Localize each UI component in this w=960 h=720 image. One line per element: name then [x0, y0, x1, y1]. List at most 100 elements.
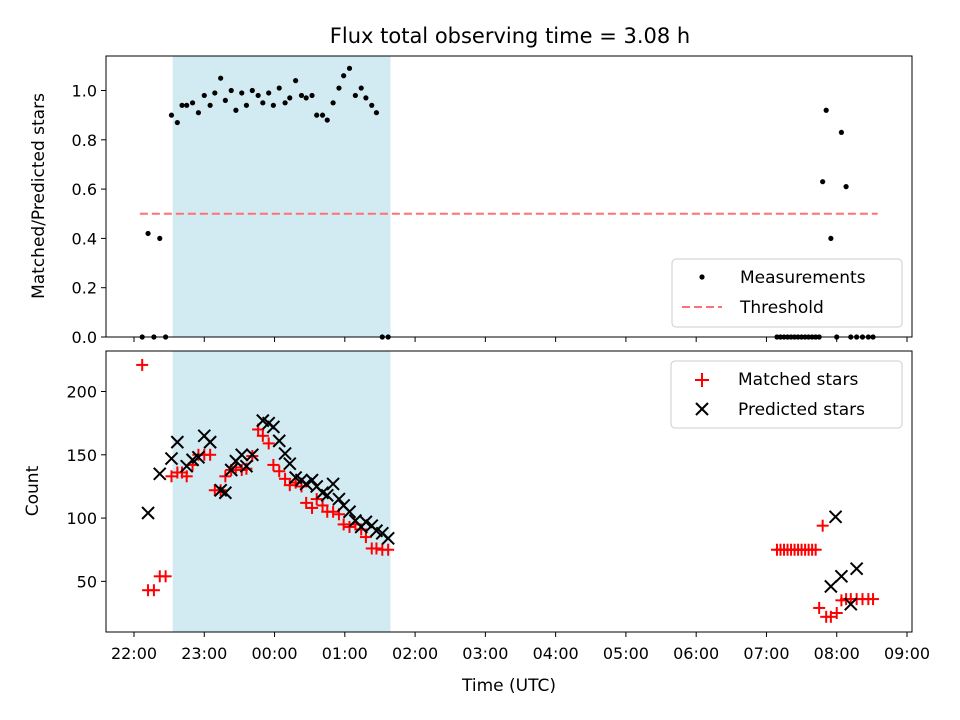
measurement-point — [174, 119, 180, 126]
predicted-star-point — [342, 505, 357, 519]
legend-measurements-label: Measurements — [740, 268, 866, 288]
measurement-point — [168, 112, 175, 118]
measurement-point — [145, 230, 151, 237]
x-tick-label-4: 02:00 — [392, 644, 438, 663]
x-tick-label-2: 00:00 — [251, 644, 297, 663]
measurement-point — [363, 95, 369, 101]
x-tick-label-7: 05:00 — [603, 644, 649, 663]
x-tick-label-10: 08:00 — [814, 644, 860, 663]
matched-star-point — [382, 543, 395, 556]
predicted-star-point — [844, 597, 858, 611]
y-tick-label-1-3: 200 — [66, 383, 97, 402]
matched-star-point — [813, 601, 826, 614]
predicted-star-point — [326, 477, 340, 491]
matched-star-point — [240, 462, 253, 475]
measurement-point — [260, 100, 266, 106]
x-tick-label-5: 03:00 — [462, 644, 508, 663]
y-tick-label-1-1: 100 — [66, 509, 97, 528]
matched-star-point — [180, 470, 193, 483]
predicted-star-point — [245, 448, 259, 462]
predicted-star-point — [834, 569, 849, 584]
predicted-star-point — [191, 450, 206, 465]
top-legend-box — [671, 258, 903, 328]
measurement-point — [298, 92, 305, 99]
measurement-point — [352, 92, 358, 99]
predicted-stars-points — [141, 413, 864, 611]
measurement-point — [314, 112, 320, 118]
top-panel: 0.0 0.2 0.4 0.6 0.8 1.0 Matched/Predicted sta… — [29, 55, 913, 347]
x-tick-label-1: 23:00 — [181, 644, 227, 663]
predicted-star-point — [203, 435, 217, 449]
predicted-star-point — [141, 506, 155, 520]
predicted-star-point — [278, 446, 292, 461]
predicted-star-point — [332, 492, 346, 506]
measurement-point — [820, 179, 826, 185]
bottom-axes: 50 100 150 200 22:00 23:00 00:00 01:00 02:00 03:0… — [66, 383, 930, 663]
x-axis-label: Time (UTC) — [461, 676, 556, 696]
y-tick-label-1-2: 150 — [66, 446, 97, 465]
x-tick-label-3: 01:00 — [322, 644, 368, 663]
top-shaded-span — [172, 56, 391, 337]
legend-matched-label: Matched stars — [738, 370, 858, 390]
predicted-star-point — [828, 510, 843, 524]
predicted-star-point — [299, 477, 313, 491]
predicted-star-point — [170, 435, 185, 449]
predicted-star-point — [359, 515, 373, 529]
y-tick-label-0-5: 1.0 — [72, 82, 97, 101]
predicted-star-point — [153, 467, 167, 481]
x-tick-label-11: 09:00 — [884, 644, 930, 663]
matched-star-point — [359, 531, 372, 544]
measurement-point — [358, 85, 364, 91]
legend-predicted-label: Predicted stars — [738, 400, 865, 420]
matched-star-point — [327, 505, 340, 518]
y-tick-label-1-0: 50 — [77, 572, 97, 591]
matched-star-point — [219, 470, 232, 483]
predicted-star-point — [824, 579, 838, 594]
top-frame — [105, 55, 913, 338]
matched-star-point — [300, 496, 313, 509]
predicted-star-point — [320, 488, 334, 503]
predicted-star-point — [849, 562, 864, 576]
matched-star-point — [809, 543, 822, 556]
predicted-star-point — [266, 420, 281, 434]
measurement-point — [179, 102, 185, 108]
measurement-point — [255, 92, 261, 99]
top-axes: 0.0 0.2 0.4 0.6 0.8 1.0 — [72, 82, 908, 347]
predicted-star-point — [272, 434, 286, 448]
measurement-point — [282, 100, 288, 106]
measurement-point — [266, 90, 272, 96]
top-y-axis-label: Matched/Predicted stars — [29, 93, 49, 299]
measurement-point — [324, 117, 330, 123]
x-tick-label-8: 06:00 — [673, 644, 719, 663]
measurement-point — [201, 92, 207, 99]
bottom-legend-box — [670, 360, 903, 429]
y-tick-label-0-0: 0.0 — [72, 328, 97, 347]
measurement-point — [838, 129, 845, 136]
measurement-point — [823, 107, 829, 113]
measurement-point — [222, 97, 228, 103]
bottom-y-axis-label: Count — [23, 465, 43, 516]
predicted-star-point — [283, 456, 297, 471]
measurement-point — [243, 102, 250, 108]
measurement-point — [184, 102, 190, 108]
matched-star-point — [256, 429, 269, 442]
measurement-point — [843, 184, 849, 190]
x-tick-label-6: 04:00 — [533, 644, 579, 663]
x-tick-label-9: 07:00 — [743, 644, 789, 663]
matched-star-point — [262, 437, 275, 450]
measurement-point — [189, 100, 196, 106]
predicted-star-point — [381, 531, 395, 546]
x-tick-label-0: 22:00 — [111, 644, 157, 663]
predicted-star-point — [224, 463, 238, 477]
measurement-point — [309, 92, 315, 99]
legend-measurements-marker — [699, 274, 705, 280]
legend-predicted-marker — [695, 402, 709, 416]
matched-star-point — [310, 493, 323, 506]
predicted-star-point — [235, 448, 249, 462]
matched-star-point — [343, 520, 356, 533]
matched-star-point — [204, 448, 217, 461]
bottom-panel: 50 100 150 200 22:00 23:00 00:00 01:00 02:00 03:0… — [23, 350, 930, 696]
measurement-point — [233, 107, 239, 113]
